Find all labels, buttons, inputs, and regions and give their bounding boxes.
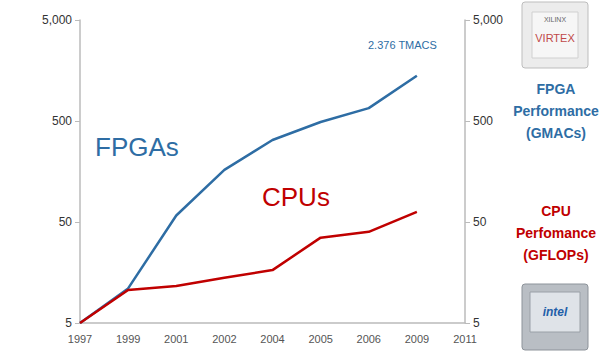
svg-text:5,000: 5,000 <box>42 13 72 27</box>
svg-text:XILINX: XILINX <box>544 16 567 23</box>
svg-text:2004: 2004 <box>260 333 284 345</box>
svg-text:5: 5 <box>473 316 480 330</box>
svg-text:2009: 2009 <box>405 333 429 345</box>
svg-text:(GMACs): (GMACs) <box>526 125 586 141</box>
svg-text:2002: 2002 <box>212 333 236 345</box>
svg-text:VIRTEX: VIRTEX <box>535 32 575 44</box>
svg-text:FPGAs: FPGAs <box>95 132 179 162</box>
svg-text:CPUs: CPUs <box>262 182 330 212</box>
svg-text:2011: 2011 <box>453 333 477 345</box>
svg-text:Perfomance: Perfomance <box>516 225 596 241</box>
svg-text:5,000: 5,000 <box>473 13 503 27</box>
svg-text:intel: intel <box>543 305 568 319</box>
svg-text:2.376 TMACS: 2.376 TMACS <box>368 39 437 51</box>
svg-text:5: 5 <box>65 316 72 330</box>
svg-text:FPGA: FPGA <box>537 81 576 97</box>
svg-text:500: 500 <box>52 114 72 128</box>
svg-text:2001: 2001 <box>164 333 188 345</box>
svg-text:2005: 2005 <box>308 333 332 345</box>
svg-text:50: 50 <box>473 215 487 229</box>
svg-text:(GFLOPs): (GFLOPs) <box>523 247 588 263</box>
svg-text:1999: 1999 <box>116 333 140 345</box>
svg-text:CPU: CPU <box>541 203 571 219</box>
svg-text:2006: 2006 <box>357 333 381 345</box>
svg-text:500: 500 <box>473 114 493 128</box>
svg-text:1997: 1997 <box>68 333 92 345</box>
svg-text:Performance: Performance <box>513 103 599 119</box>
svg-text:50: 50 <box>59 215 73 229</box>
